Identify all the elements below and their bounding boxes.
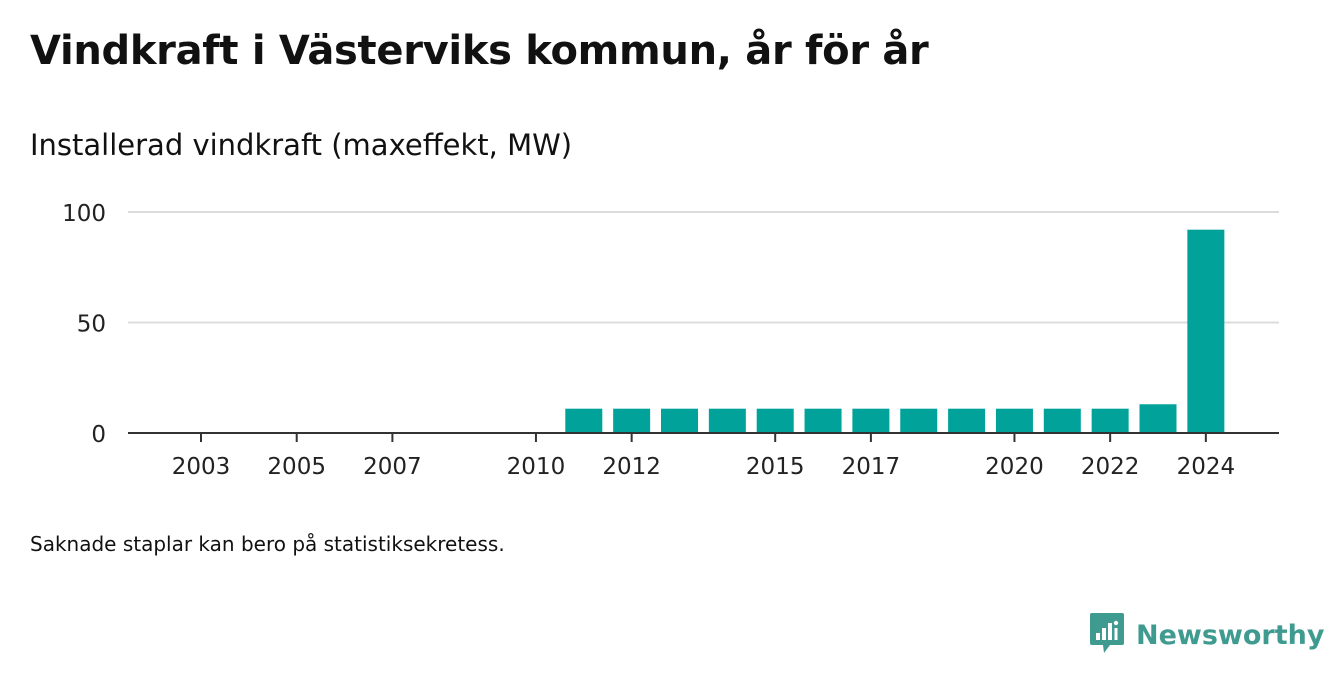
x-tick-label: 2024 [1177, 454, 1236, 480]
x-tick-label: 2015 [746, 454, 805, 480]
y-tick-label: 100 [62, 201, 106, 227]
bar-2015 [756, 408, 794, 433]
bar-2016 [804, 408, 842, 433]
bar-2019 [948, 408, 986, 433]
bar-2013 [661, 408, 698, 433]
x-tick-label: 2012 [602, 454, 661, 480]
brand-logo: Newsworthy [1088, 611, 1324, 659]
chart-subtitle: Installerad vindkraft (maxeffekt, MW) [30, 128, 573, 162]
y-tick-label: 50 [77, 312, 106, 338]
x-tick-label: 2010 [507, 454, 566, 480]
bar-2017 [852, 408, 890, 433]
bar-2023 [1139, 404, 1177, 433]
bar-2022 [1091, 408, 1129, 433]
footnote: Saknade staplar kan bero på statistiksek… [30, 532, 505, 556]
bars [565, 229, 1225, 433]
newsworthy-chart-bubble-icon [1088, 611, 1126, 659]
bar-2021 [1043, 408, 1081, 433]
y-tick-label: 0 [91, 422, 106, 448]
x-tick-label: 2022 [1081, 454, 1140, 480]
bar-2012 [613, 408, 651, 433]
brand-name: Newsworthy [1136, 619, 1325, 651]
x-tick-label: 2003 [172, 454, 231, 480]
bar-2024 [1187, 229, 1225, 433]
bar-2014 [708, 408, 746, 433]
x-tick-label: 2017 [842, 454, 901, 480]
axes: 0 50 100 2003 2005 2007 2010 2012 2015 2017 2020 20… [62, 201, 1279, 480]
chart-title: Vindkraft i Västerviks kommun, år för år [30, 28, 929, 74]
x-tick-label: 2007 [363, 454, 422, 480]
bar-2011 [565, 408, 603, 433]
gridlines [128, 211, 1279, 324]
bar-2020 [995, 408, 1033, 433]
x-tick-label: 2005 [267, 454, 326, 480]
bar-2018 [900, 408, 938, 433]
x-tick-label: 2020 [985, 454, 1044, 480]
